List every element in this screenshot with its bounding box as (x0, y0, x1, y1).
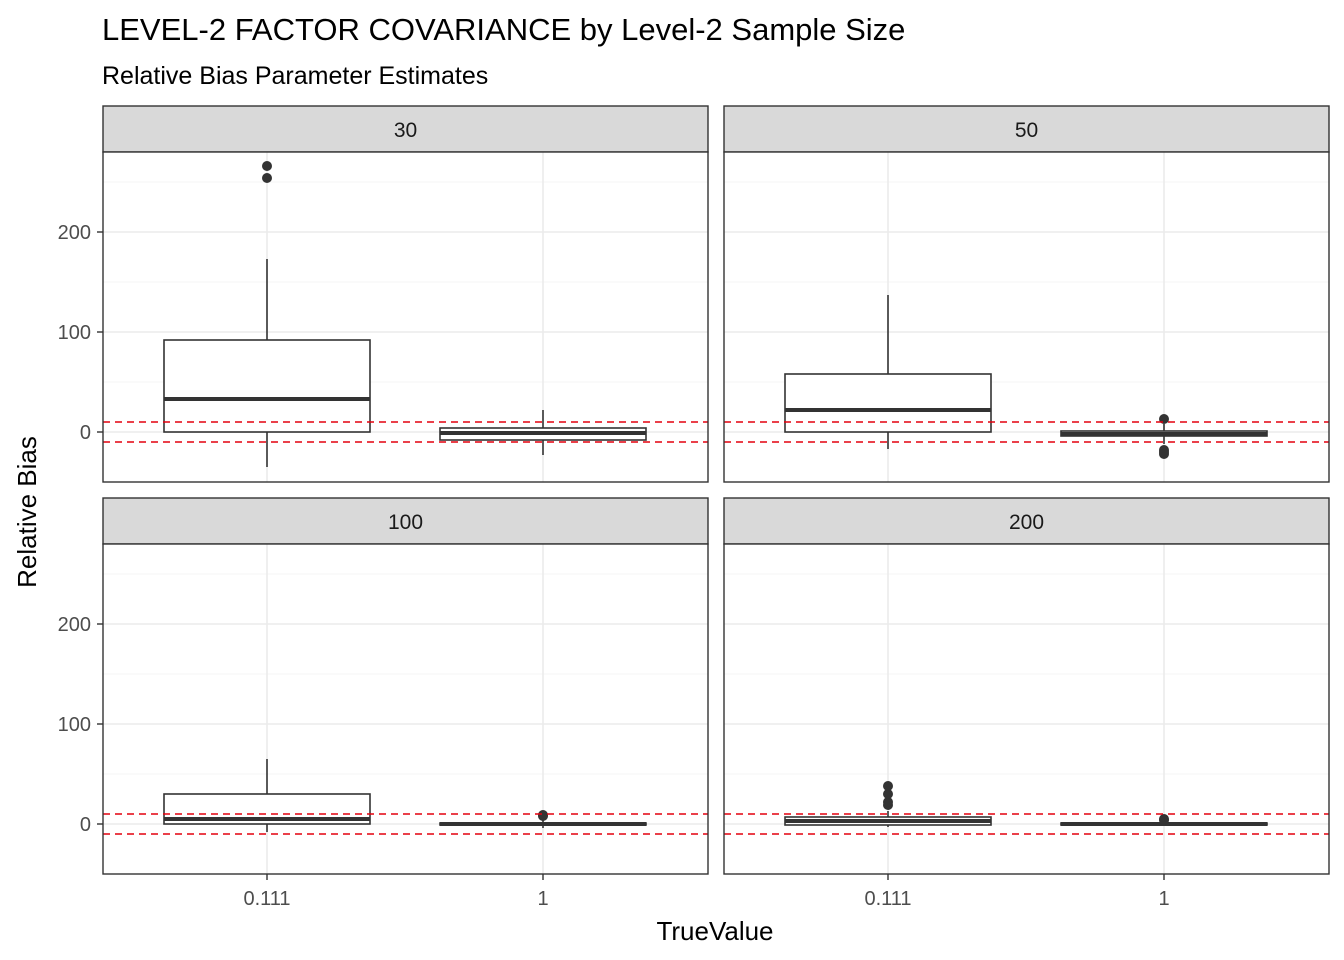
x-tick-label: 1 (537, 888, 548, 910)
box-iqr (784, 373, 992, 433)
y-tick-label: 0 (80, 814, 91, 836)
box-1 (1060, 414, 1268, 459)
panel-border (723, 151, 1330, 483)
outlier-point (538, 811, 548, 821)
box-0.111 (163, 759, 371, 832)
box-0.111 (163, 161, 371, 467)
chart-title: LEVEL-2 FACTOR COVARIANCE by Level-2 Sam… (102, 12, 905, 47)
box-1 (439, 410, 647, 455)
facet-strip (102, 497, 709, 545)
y-tick-label: 100 (58, 322, 91, 344)
y-axis-label: Relative Bias (12, 436, 42, 588)
y-tick-label: 100 (58, 714, 91, 736)
panel-border (102, 543, 709, 875)
x-tick-label: 0.111 (864, 888, 911, 910)
facet-strip (102, 105, 709, 153)
y-tick-label: 200 (58, 222, 91, 244)
facet-strip (723, 497, 1330, 545)
facet-panel-50: 50 (723, 105, 1330, 483)
outlier-point (883, 781, 893, 791)
facet-strip (723, 105, 1330, 153)
y-tick-label: 0 (80, 422, 91, 444)
facet-strip-label: 50 (1015, 119, 1038, 142)
y-tick-label: 200 (58, 614, 91, 636)
box-iqr (163, 339, 371, 433)
facet-strip-label: 100 (388, 511, 423, 534)
outlier-point (883, 797, 893, 807)
outlier-point (883, 789, 893, 799)
outlier-point (262, 173, 272, 183)
x-tick-label: 1 (1158, 888, 1169, 910)
facet-strip-label: 200 (1009, 511, 1044, 534)
panel-border (102, 151, 709, 483)
chart-subtitle: Relative Bias Parameter Estimates (102, 62, 488, 90)
x-axis-label: TrueValue (656, 916, 773, 946)
facet-strip-label: 30 (394, 119, 417, 142)
x-tick-label: 0.111 (243, 888, 290, 910)
panel-border (723, 543, 1330, 875)
outlier-point (262, 161, 272, 171)
facet-panel-30: 30 0 100 200 (58, 105, 709, 483)
facet-panel-200: 200 0.111 1 (723, 497, 1330, 910)
outlier-point (1159, 449, 1169, 459)
box-0.111 (784, 781, 992, 827)
outlier-point (1159, 815, 1169, 825)
box-1 (1060, 814, 1268, 826)
box-1 (439, 810, 647, 828)
facet-panel-100: 100 0 100 200 0.111 1 (58, 497, 709, 910)
facet-panels: 30 0 100 200 50 100 0 100 200 0.111 1 200 0.111 1 (58, 105, 1330, 910)
